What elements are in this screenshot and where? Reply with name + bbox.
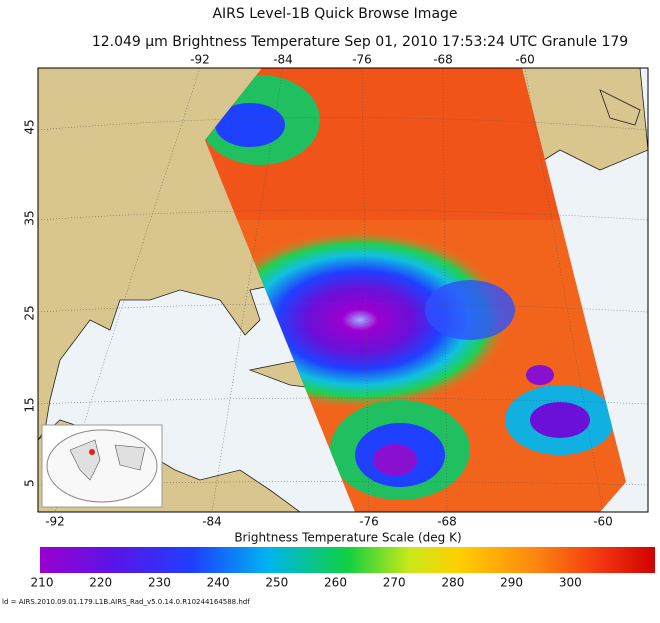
top-lon-label: -84 [273,53,293,67]
bottom-lon-label: -68 [437,515,457,529]
bottom-lon-label: -60 [593,515,613,529]
colorbar-title: Brightness Temperature Scale (deg K) [234,531,461,545]
newfoundland [599,89,641,126]
colorbar-label: 220 [89,576,112,590]
lat-label: 35 [23,210,37,225]
top-lon-label: -68 [433,53,453,67]
colorbar-label: 210 [31,576,54,590]
colorbar-label: 270 [383,576,406,590]
colorbar-label: 260 [324,576,347,590]
bottom-lon-label: -92 [45,515,65,529]
map-frame [37,67,649,513]
top-lon-label: -92 [190,53,210,67]
map [38,68,648,512]
colorbar-label: 300 [559,576,582,590]
colorbar-label: 280 [441,576,464,590]
top-lon-label: -76 [352,53,372,67]
bottom-lon-label: -76 [359,515,379,529]
lat-label: 15 [23,397,37,412]
lat-label: 5 [23,479,37,487]
colorbar-label: 290 [500,576,523,590]
colorbar-label: 230 [148,576,171,590]
lat-label: 25 [23,305,37,320]
title: AIRS Level-1B Quick Browse Image [212,6,457,22]
filename: ld = AIRS.2010.09.01.179.L1B.AIRS_Rad_v5… [2,598,250,606]
lat-label: 45 [23,119,37,134]
top-lon-label: -60 [515,53,535,67]
subtitle: 12.049 μm Brightness Temperature Sep 01,… [92,34,628,50]
colorbar-label: 250 [265,576,288,590]
bottom-lon-label: -84 [202,515,222,529]
colorbar-label: 240 [207,576,230,590]
colorbar [40,547,655,573]
